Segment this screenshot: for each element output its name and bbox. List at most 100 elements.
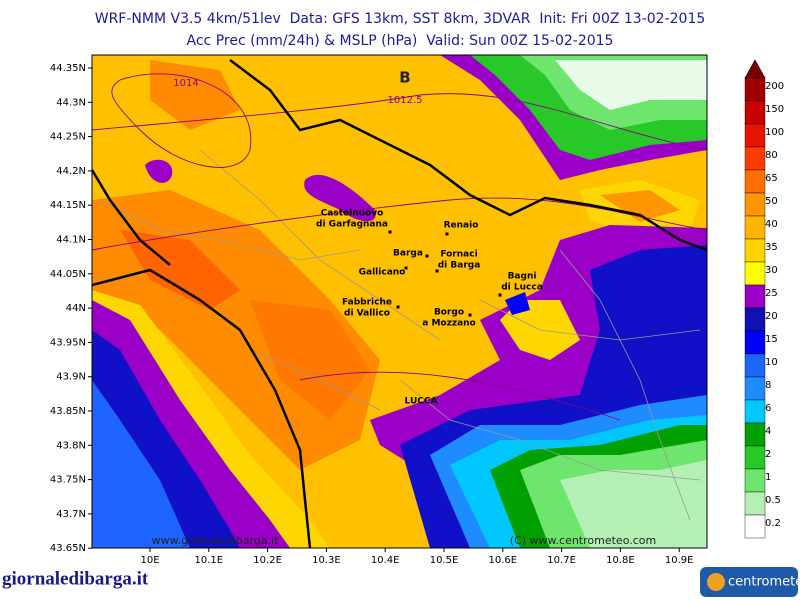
lon-label: 10.4E [371, 555, 400, 566]
colorbar-label: 25 [765, 288, 778, 299]
lat-label: 43.9N [56, 372, 86, 383]
colorbar-label: 2 [765, 449, 771, 460]
place-label: Renaio [444, 221, 479, 231]
colorbar-cell [744, 491, 766, 516]
colorbar-cell [744, 192, 766, 217]
colorbar-label: 1 [765, 472, 771, 483]
place-label: Gallicano [359, 268, 406, 278]
colorbar-cell [744, 169, 766, 194]
place-dot [468, 313, 472, 317]
colorbar-label: 35 [765, 242, 778, 253]
colorbar-label: 0.2 [765, 518, 781, 529]
colorbar-cell [744, 146, 766, 171]
lat-label: 44.35N [50, 63, 86, 74]
colorbar-cell [744, 100, 766, 125]
colorbar-cell [744, 376, 766, 401]
colorbar-cell [744, 284, 766, 309]
isobar-label: 1014 [173, 78, 198, 89]
colorbar-label: 8 [765, 380, 771, 391]
place-label: Barga [393, 249, 423, 259]
colorbar-cell [744, 422, 766, 447]
place-label: Fabbriche [342, 298, 392, 308]
lat-label: 44.15N [50, 200, 86, 211]
lon-label: 10.2E [253, 555, 282, 566]
right-logo: centrometeo [728, 575, 800, 590]
colorbar-label: 100 [765, 127, 784, 138]
place-dot [388, 230, 392, 234]
lon-label: 10.7E [547, 555, 576, 566]
colorbar-cell [744, 238, 766, 263]
lat-label: 43.65N [50, 543, 86, 554]
lat-label: 43.75N [50, 475, 86, 486]
place-label: Bagni [508, 272, 537, 282]
logo-icon [707, 573, 725, 591]
colorbar-arrow [744, 59, 766, 79]
colorbar-cell [744, 77, 766, 102]
place-label: di Lucca [501, 283, 543, 293]
title: WRF-NMM V3.5 4km/51lev Data: GFS 13km, S… [95, 11, 706, 27]
low-marker: B [399, 69, 410, 87]
lat-label: 44.1N [56, 235, 86, 246]
colorbar-label: 30 [765, 265, 778, 276]
place-label: di Barga [438, 261, 481, 271]
place-label: di Vallico [344, 309, 390, 319]
lat-label: 43.7N [56, 509, 86, 520]
lat-label: 44N [66, 303, 86, 314]
lon-label: 10.3E [312, 555, 341, 566]
colorbar-label: 40 [765, 219, 778, 230]
colorbar-label: 200 [765, 81, 784, 92]
colorbar-label: 50 [765, 196, 778, 207]
lat-label: 44.25N [50, 132, 86, 143]
credit: www.giornaledibarga.it [152, 534, 279, 547]
colorbar-label: 65 [765, 173, 778, 184]
colorbar-cell [744, 123, 766, 148]
colorbar-label: 10 [765, 357, 778, 368]
colorbar-cell [744, 399, 766, 424]
lat-label: 43.8N [56, 440, 86, 451]
colorbar-cell [744, 353, 766, 378]
lat-label: 43.95N [50, 337, 86, 348]
colorbar-label: 150 [765, 104, 784, 115]
lon-label: 10.9E [665, 555, 694, 566]
left-logo: giornaledibarga.it [2, 568, 149, 589]
colorbar-label: 0.5 [765, 495, 781, 506]
credit: (C) www.centrometeo.com [510, 534, 656, 547]
place-label: Castelnuovo [321, 209, 384, 219]
place-label: Fornaci [440, 250, 477, 260]
place-dot [445, 232, 449, 236]
colorbar-label: 4 [765, 426, 771, 437]
right-logo-box [700, 567, 798, 597]
colorbar-label: 20 [765, 311, 778, 322]
lon-label: 10.1E [195, 555, 224, 566]
place-dot [498, 293, 502, 297]
lon-label: 10E [140, 555, 159, 566]
lat-label: 43.85N [50, 406, 86, 417]
place-dot [396, 305, 400, 309]
colorbar-label: 80 [765, 150, 778, 161]
place-label: LUCCA [405, 397, 438, 407]
subtitle: Acc Prec (mm/24h) & MSLP (hPa) Valid: Su… [187, 33, 614, 49]
lat-label: 44.2N [56, 166, 86, 177]
colorbar-label: 6 [765, 403, 771, 414]
map-frame [91, 54, 708, 549]
place-label: Borgo [434, 308, 464, 318]
lat-label: 44.3N [56, 97, 86, 108]
place-dot [404, 266, 408, 270]
isobar-label: 1012.5 [388, 95, 423, 106]
colorbar-cell [744, 307, 766, 332]
place-dot [425, 254, 429, 258]
colorbar-cell [744, 215, 766, 240]
colorbar-cell [744, 330, 766, 355]
place-dot [435, 269, 439, 273]
lon-label: 10.8E [606, 555, 635, 566]
colorbar-cell [744, 261, 766, 286]
colorbar-cell [744, 514, 766, 539]
place-label: a Mozzano [422, 319, 476, 329]
place-label: di Garfagnana [316, 220, 388, 230]
lat-label: 44.05N [50, 269, 86, 280]
colorbar-label: 15 [765, 334, 778, 345]
map-field [92, 55, 707, 548]
colorbar-cell [744, 468, 766, 493]
lon-label: 10.5E [430, 555, 459, 566]
